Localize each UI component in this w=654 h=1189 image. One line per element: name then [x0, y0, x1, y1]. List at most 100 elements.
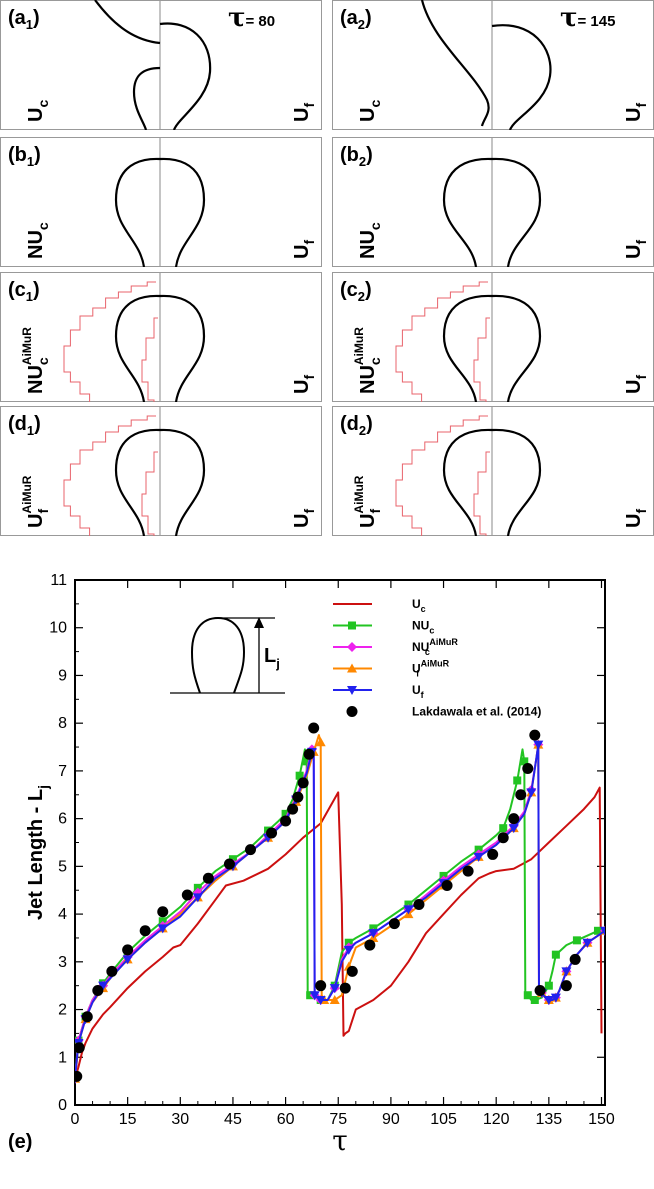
- data-point: [551, 950, 560, 959]
- interface-left-upper: [94, 0, 161, 45]
- data-point: [280, 815, 292, 827]
- data-point: [157, 924, 168, 934]
- data-point: [98, 981, 109, 991]
- panel-label: (b2): [340, 144, 373, 169]
- x-axis-label: τ: [332, 1124, 348, 1157]
- data-point: [122, 944, 134, 956]
- data-point: [346, 706, 358, 717]
- refinement-level-outer: [63, 281, 156, 402]
- y-tick-label: 3: [58, 954, 67, 971]
- data-point: [462, 865, 474, 877]
- data-point: [560, 980, 572, 992]
- droplet-interface: [114, 428, 206, 536]
- data-point: [388, 918, 400, 930]
- model-label: UAiMuRf: [352, 475, 383, 528]
- data-point: [157, 906, 169, 918]
- panel-label: (d1): [8, 413, 41, 438]
- x-tick-label: 120: [483, 1111, 510, 1128]
- legend-label: Uf: [412, 683, 425, 700]
- jet-length-chart: 0 15 30 45 60 75 90 105 120 135 15001234567891011τ…: [8, 572, 615, 1157]
- panel-c1: (c1) NUAiMuRc Uf: [0, 272, 322, 402]
- panel-content: [114, 157, 206, 267]
- data-point: [533, 740, 544, 750]
- legend-label: NUAiMuR c: [412, 637, 458, 657]
- data-point: [139, 925, 151, 937]
- data-point: [487, 848, 499, 860]
- y-tick-label: 7: [58, 763, 67, 780]
- y-axis-label: Jet Length - Lj: [25, 785, 51, 920]
- y-tick-label: 4: [58, 906, 67, 923]
- panel-frame: [0, 137, 322, 267]
- data-point: [520, 757, 529, 766]
- x-tick-label: 150: [588, 1111, 615, 1128]
- droplet-interface: [114, 157, 206, 267]
- x-tick-label: 90: [382, 1111, 400, 1128]
- data-point: [347, 686, 357, 695]
- data-point: [223, 858, 235, 870]
- data-point: [534, 984, 546, 996]
- panel-frame: [332, 272, 654, 402]
- data-point: [529, 729, 541, 741]
- data-point: [497, 832, 509, 844]
- data-point: [368, 929, 379, 939]
- x-tick-label: 105: [430, 1111, 457, 1128]
- refinement-level-outer: [395, 415, 488, 536]
- data-point: [582, 938, 593, 948]
- legend-label: Uc: [412, 597, 426, 614]
- data-point: [106, 965, 118, 977]
- panel-frame: [332, 0, 654, 130]
- data-point: [550, 993, 561, 1003]
- data-point: [315, 996, 326, 1005]
- x-tick-label: 60: [277, 1111, 295, 1128]
- data-point: [526, 788, 537, 798]
- data-point: [348, 621, 356, 630]
- data-point: [513, 776, 522, 785]
- y-tick-label: 8: [58, 715, 67, 732]
- data-point: [473, 852, 484, 862]
- model-label: Uc: [357, 100, 383, 122]
- panel-b2: (b2) NUc Uf: [332, 137, 654, 267]
- series-0: [75, 786, 603, 1080]
- data-point: [295, 771, 304, 780]
- inset-droplet: [190, 616, 246, 694]
- model-label: NUc: [357, 222, 383, 259]
- interface-left: [420, 0, 490, 127]
- interface-right: [159, 22, 212, 130]
- legend-label: Lakdawala et al. (2014): [412, 705, 541, 719]
- data-point: [75, 1042, 85, 1054]
- data-point: [522, 763, 534, 775]
- y-tick-label: 2: [58, 1002, 67, 1019]
- panel-label: (c2): [340, 279, 372, 304]
- y-tick-label: 6: [58, 811, 67, 828]
- model-label: NUAiMuRc: [20, 327, 51, 394]
- panel-content: [94, 0, 212, 130]
- data-point: [413, 899, 425, 911]
- x-tick-label: 45: [224, 1111, 242, 1128]
- panel-label: (a2): [340, 7, 372, 32]
- y-tick-label: 1: [58, 1049, 67, 1066]
- data-point: [181, 889, 193, 901]
- refinement-level-outer: [395, 281, 488, 402]
- tau-label: τ= 145: [560, 3, 615, 33]
- refinement-level-inner: [141, 317, 158, 402]
- droplet-interface: [442, 428, 542, 536]
- data-point: [202, 872, 214, 884]
- inset-arrow-head: [254, 617, 264, 628]
- plot-area: [75, 722, 605, 1084]
- x-tick-label: 0: [71, 1111, 80, 1128]
- panel-a1: (a1) Uc Uf τ= 80: [0, 0, 322, 130]
- panel-frame: [0, 406, 322, 536]
- refinement-level-inner: [473, 451, 490, 536]
- data-point: [281, 809, 290, 818]
- reference-label: Uf: [623, 375, 649, 394]
- model-label: NUAiMuRc: [352, 327, 383, 394]
- data-point: [309, 991, 320, 1001]
- panel-frame: [332, 137, 654, 267]
- model-label: NUc: [25, 222, 51, 259]
- panel-frame: [0, 272, 322, 402]
- data-point: [515, 789, 527, 801]
- data-point: [403, 905, 414, 915]
- reference-label: Uf: [291, 240, 317, 259]
